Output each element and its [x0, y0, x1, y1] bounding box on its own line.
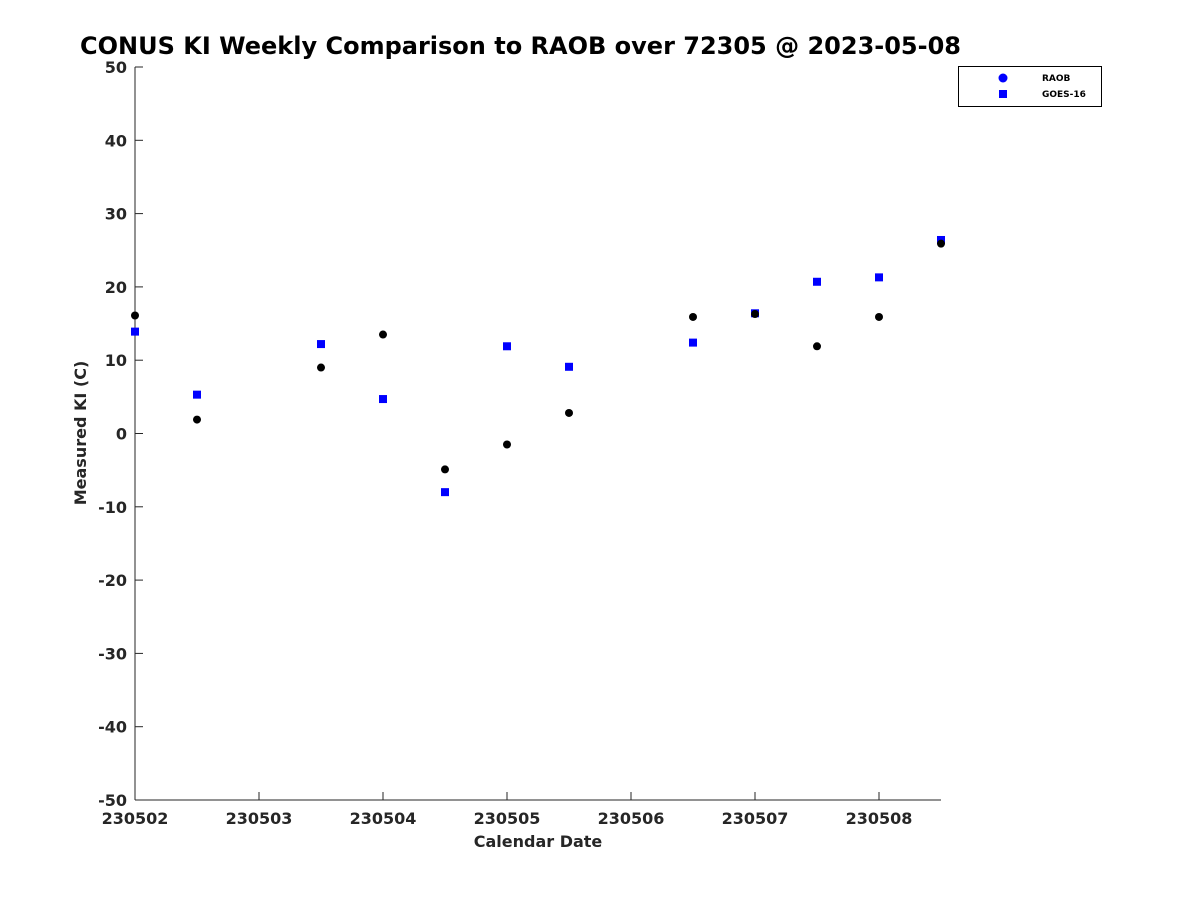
legend-box [958, 66, 1102, 107]
y-tick-label: 10 [105, 351, 127, 370]
y-tick-label: -10 [98, 498, 127, 517]
raob-point [131, 311, 139, 320]
raob-point [875, 312, 883, 321]
y-tick-label: -30 [98, 644, 127, 663]
raob-point [689, 312, 697, 321]
goes16-point [193, 390, 201, 399]
goes16-point [317, 340, 325, 349]
raob-point [813, 342, 821, 351]
y-tick-label: 50 [105, 58, 127, 77]
axes [134, 67, 941, 801]
x-tick-label: 230508 [846, 809, 913, 828]
goes16-point [131, 327, 139, 336]
x-tick-label: 230504 [350, 809, 417, 828]
y-axis-title: Measured KI (C) [71, 361, 90, 506]
x-axis-title: Calendar Date [474, 832, 603, 851]
y-tick-label: 20 [105, 278, 127, 297]
raob-point [503, 440, 511, 449]
legend: RAOB GOES-16 [958, 66, 1102, 107]
y-tick-label: -50 [98, 791, 127, 810]
raob-point [565, 408, 573, 417]
raob-point [751, 310, 759, 319]
x-tick-label: 230502 [102, 809, 169, 828]
x-tick-label: 230507 [722, 809, 789, 828]
legend-label-raob: RAOB [1042, 74, 1071, 84]
x-tick-label: 230506 [598, 809, 665, 828]
goes16-point [689, 338, 697, 347]
y-tick-label: -40 [98, 718, 127, 737]
legend-marker-goes16 [999, 90, 1007, 98]
raob-point [193, 415, 201, 424]
raob-point [379, 330, 387, 339]
goes16-point [441, 488, 449, 497]
data-points [131, 235, 945, 497]
goes16-point [565, 362, 573, 371]
x-tick-label: 230505 [474, 809, 541, 828]
y-tick-label: -20 [98, 571, 127, 590]
x-axis-ticks: 230502 230503 230504 230505 230506 230507 2305… [102, 792, 913, 828]
legend-marker-raob [998, 73, 1008, 83]
goes16-point [875, 273, 883, 282]
y-axis-ticks: 50 40 30 20 10 0 -10 -20 -30 -40 -50 [98, 58, 143, 810]
raob-point [441, 465, 449, 474]
raob-point [317, 363, 325, 372]
goes16-point [503, 342, 511, 351]
x-tick-label: 230503 [226, 809, 293, 828]
raob-point [937, 239, 945, 248]
y-tick-label: 40 [105, 131, 127, 150]
y-tick-label: 0 [116, 425, 127, 444]
goes16-point [379, 395, 387, 404]
y-tick-label: 30 [105, 205, 127, 224]
chart-title: CONUS KI Weekly Comparison to RAOB over … [80, 32, 961, 60]
legend-label-goes16: GOES-16 [1042, 90, 1086, 100]
goes16-point [813, 277, 821, 286]
